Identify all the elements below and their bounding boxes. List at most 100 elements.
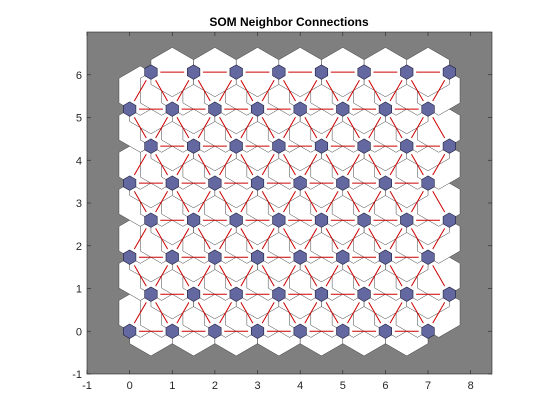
- connection-line: [133, 154, 147, 176]
- connection-line: [133, 265, 147, 287]
- connection-line: [304, 302, 318, 324]
- neuron: [442, 286, 456, 302]
- y-axis-ticks: -1 0 1 2 3 4 5 6: [72, 70, 492, 381]
- connection-line: [432, 191, 446, 213]
- neuron: [144, 286, 158, 302]
- connection-line: [432, 79, 446, 102]
- connection-line: [155, 191, 169, 213]
- y-tick-label: 4: [76, 155, 82, 167]
- connection-line: [155, 265, 169, 287]
- connection-line: [325, 154, 339, 176]
- connection-line: [176, 265, 190, 287]
- x-tick-label: 5: [340, 380, 346, 392]
- connection-line: [389, 265, 403, 287]
- connection-line: [432, 117, 446, 139]
- connection-line: [325, 117, 339, 139]
- connection-line: [197, 191, 211, 213]
- connection-line: [197, 154, 211, 176]
- y-tick-label: 0: [76, 326, 82, 338]
- connection-line: [155, 117, 169, 139]
- neuron: [357, 212, 371, 228]
- x-tick-label: 8: [468, 380, 474, 392]
- neuron: [187, 64, 201, 80]
- connection-line: [347, 79, 360, 102]
- connection-line: [368, 79, 382, 102]
- connection-line: [176, 302, 190, 324]
- connection-line: [304, 228, 318, 250]
- neuron: [272, 64, 286, 80]
- connection-line: [368, 154, 382, 176]
- connection-line: [261, 265, 275, 287]
- neuron: [187, 286, 201, 302]
- x-tick-label: 6: [382, 380, 388, 392]
- connection-line: [240, 117, 254, 139]
- neuron: [123, 101, 137, 117]
- connection-line: [261, 79, 275, 102]
- connection-line: [389, 228, 403, 250]
- connection-line: [283, 228, 296, 250]
- connection-line: [347, 117, 360, 139]
- neuron: [229, 64, 243, 80]
- connection-line: [240, 265, 254, 287]
- connection-line: [389, 117, 403, 139]
- connection-lines: [133, 71, 446, 332]
- connection-line: [176, 228, 190, 250]
- connection-line: [368, 191, 382, 213]
- x-axis-ticks: -1 0 1 2 3 4 5 6 7 8: [82, 32, 474, 392]
- neuron: [400, 212, 414, 228]
- connection-line: [133, 117, 147, 139]
- connection-line: [325, 265, 339, 287]
- connection-line: [219, 117, 232, 139]
- connection-line: [304, 154, 318, 176]
- connection-line: [155, 154, 169, 176]
- connection-line: [283, 154, 296, 176]
- neuron: [378, 175, 393, 191]
- connection-line: [325, 302, 339, 324]
- neuron: [400, 64, 414, 80]
- connection-line: [304, 79, 318, 102]
- neuron: [250, 101, 265, 117]
- connection-line: [347, 302, 360, 324]
- connection-line: [304, 117, 318, 139]
- connection-line: [304, 191, 318, 213]
- connection-line: [176, 79, 190, 102]
- connection-line: [389, 191, 403, 213]
- connection-line: [432, 228, 446, 250]
- connection-line: [197, 228, 211, 250]
- connection-line: [176, 154, 190, 176]
- y-tick-label: 5: [76, 113, 82, 125]
- x-tick-label: 1: [169, 380, 175, 392]
- neuron: [314, 212, 329, 228]
- connection-line: [410, 265, 424, 287]
- connection-line: [432, 154, 446, 176]
- x-tick-label: 4: [297, 380, 303, 392]
- neuron: [442, 64, 456, 80]
- connection-line: [197, 117, 211, 139]
- connection-line: [432, 302, 446, 324]
- connection-line: [197, 302, 211, 324]
- y-tick-label: -1: [72, 369, 82, 381]
- connection-line: [368, 228, 382, 250]
- connection-line: [432, 265, 446, 287]
- connection-line: [133, 228, 147, 250]
- connection-line: [410, 191, 424, 213]
- neuron: [165, 249, 179, 265]
- connection-line: [219, 265, 232, 287]
- neuron: [336, 175, 350, 191]
- neuron: [421, 101, 435, 117]
- neuron: [144, 138, 158, 154]
- neuron: [336, 249, 350, 265]
- connection-line: [283, 302, 296, 324]
- connection-line: [325, 228, 339, 250]
- neuron: [314, 64, 329, 80]
- neurons: [123, 64, 456, 339]
- neuron: [421, 175, 435, 191]
- connection-line: [176, 191, 190, 213]
- connection-line: [240, 79, 254, 102]
- y-tick-label: 1: [76, 284, 82, 296]
- neuron: [165, 175, 179, 191]
- neuron: [357, 64, 371, 80]
- connection-line: [410, 302, 424, 324]
- neuron: [442, 212, 456, 228]
- connection-line: [283, 265, 296, 287]
